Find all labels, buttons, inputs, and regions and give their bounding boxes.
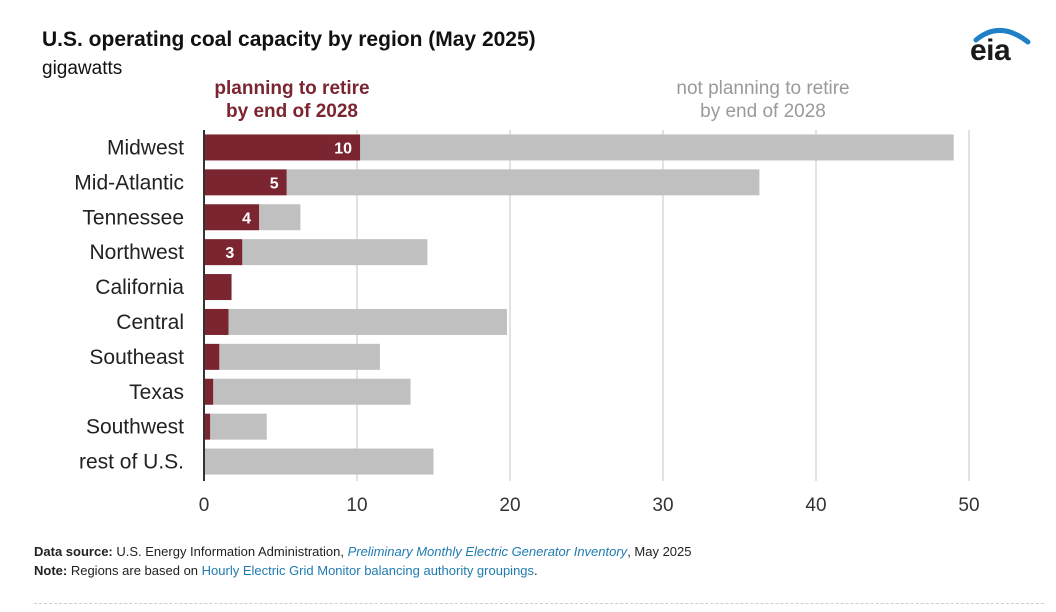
bar-retiring [204, 413, 211, 440]
x-axis-labels: 0 10 20 30 40 50 [199, 495, 980, 516]
legend-retiring: by end of 2028 [226, 101, 358, 122]
data-source-note: Data source: U.S. Energy Information Adm… [34, 544, 692, 559]
bar-retiring [204, 308, 229, 335]
category-label: Southeast [89, 346, 184, 369]
bar-not-retiring [204, 448, 434, 475]
bar-retiring [204, 274, 232, 301]
category-label: Mid-Atlantic [74, 171, 184, 194]
chart-title: U.S. operating coal capacity by region (… [42, 28, 536, 51]
source-label: Data source: [34, 544, 113, 559]
bar-retiring [204, 239, 243, 266]
note-link[interactable]: Hourly Electric Grid Monitor balancing a… [201, 563, 535, 578]
bar-not-retiring [213, 378, 411, 405]
bar-not-retiring [228, 308, 507, 335]
regions-note: Note: Regions are based on Hourly Electr… [34, 563, 538, 578]
category-label: Texas [129, 381, 184, 404]
source-date: , May 2025 [627, 544, 692, 559]
x-tick-label: 30 [652, 495, 673, 516]
footer-divider [34, 603, 1044, 604]
category-label: California [95, 276, 184, 299]
bar-not-retiring [259, 204, 301, 231]
bar-retiring [204, 204, 260, 231]
bar-retiring [204, 378, 214, 405]
legend-not-retiring: by end of 2028 [700, 101, 826, 122]
legend-not-retiring: not planning to retire [676, 78, 849, 99]
category-label: Northwest [89, 241, 184, 264]
x-tick-label: 40 [805, 495, 826, 516]
source-text: U.S. Energy Information Administration, [112, 544, 348, 559]
category-label: rest of U.S. [79, 451, 184, 474]
bar-not-retiring [210, 413, 267, 440]
chart-subtitle: gigawatts [42, 58, 123, 79]
eia-logo: eia [970, 22, 1032, 70]
note-end: . [534, 563, 538, 578]
source-link[interactable]: Preliminary Monthly Electric Generator I… [347, 544, 628, 559]
x-tick-label: 20 [499, 495, 520, 516]
bar-not-retiring [286, 169, 760, 196]
y-axis-labels: Midwest Mid-Atlantic Tennessee Northwest Cal… [74, 136, 184, 473]
logo-swoosh-icon [973, 28, 1031, 45]
data-label: 3 [225, 245, 234, 262]
data-label: 10 [334, 140, 352, 157]
bar-retiring [204, 169, 287, 196]
bar-retiring [204, 343, 220, 370]
legend-retiring: planning to retire [214, 78, 369, 99]
data-label: 5 [270, 175, 279, 192]
bar-not-retiring [242, 239, 428, 266]
data-label: 4 [242, 210, 251, 227]
category-label: Tennessee [82, 206, 184, 229]
note-label: Note: [34, 563, 68, 578]
category-label: Southwest [86, 416, 184, 439]
logo-text: eia [970, 34, 1011, 67]
bar-not-retiring [360, 134, 954, 161]
bars: 10 5 4 3 [204, 134, 954, 475]
note-text: Regions are based on [67, 563, 202, 578]
x-tick-label: 0 [199, 495, 210, 516]
bar-not-retiring [219, 343, 380, 370]
bar-retiring [204, 134, 361, 161]
category-label: Midwest [107, 136, 184, 159]
x-tick-label: 50 [958, 495, 979, 516]
category-label: Central [116, 311, 184, 334]
x-tick-label: 10 [346, 495, 367, 516]
